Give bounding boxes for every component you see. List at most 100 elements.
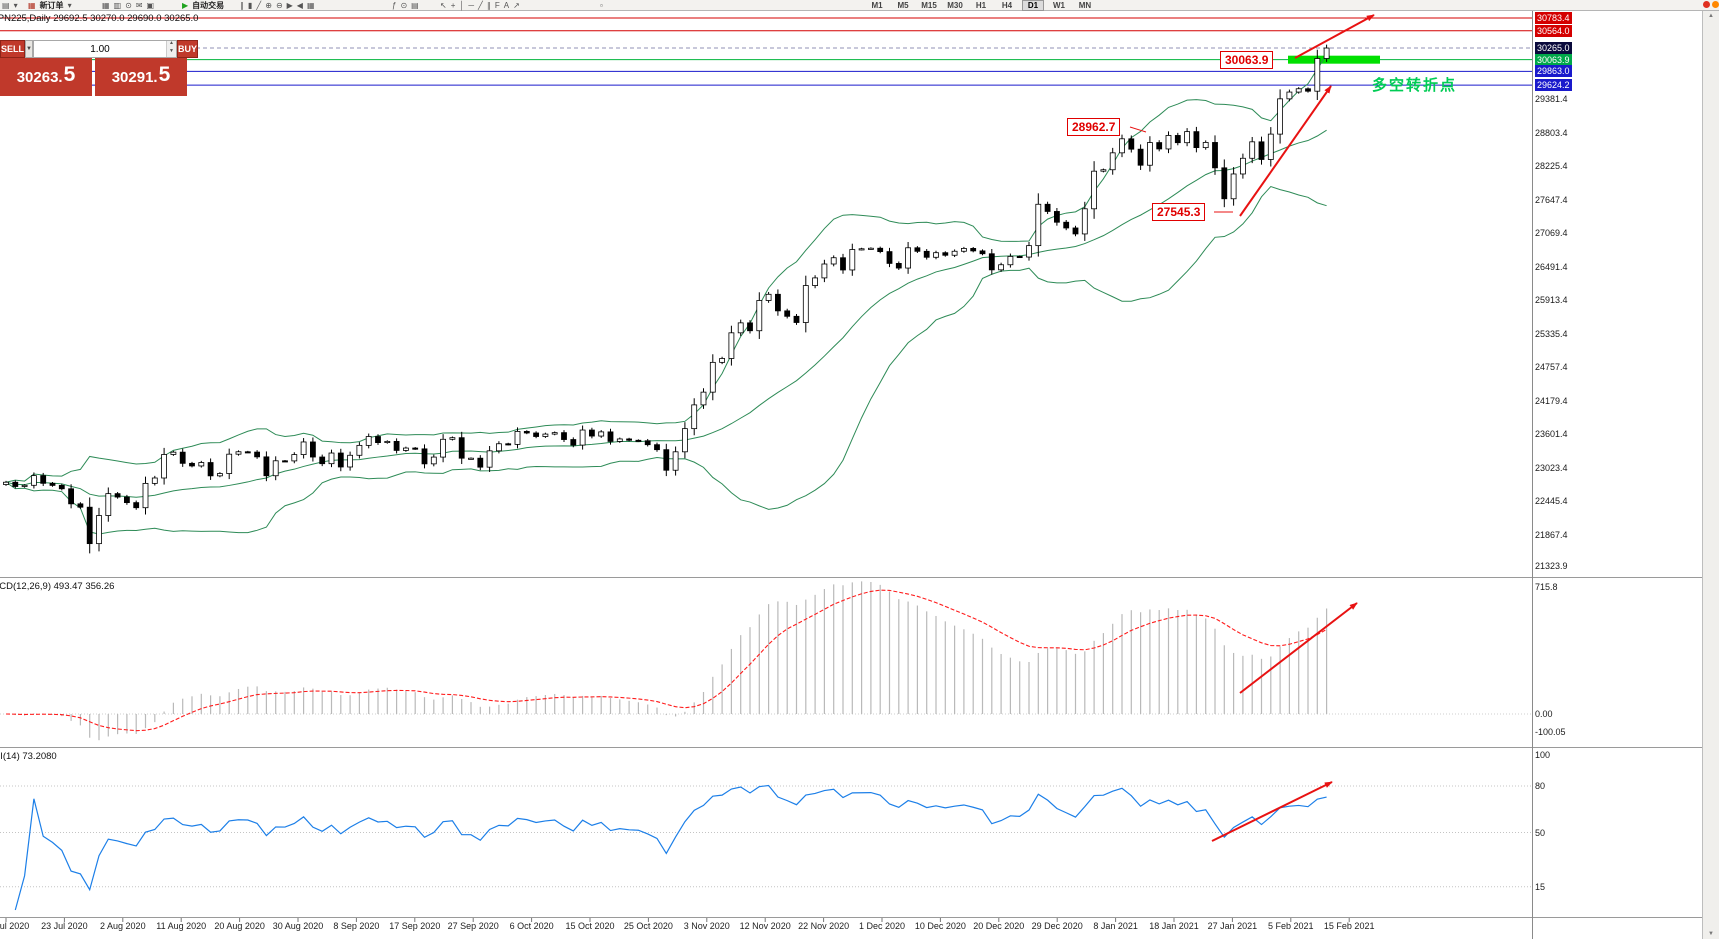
chart-shift-icon[interactable]: ◀ <box>296 0 303 10</box>
date-axis-label: 15 Feb 2021 <box>1323 921 1375 931</box>
rsi-axis-label: 80 <box>1535 781 1546 791</box>
timeframe-h4[interactable]: H4 <box>1001 0 1013 10</box>
rsi-label: RSI(14) 73.2080 <box>0 751 57 762</box>
date-axis-label: 15 Oct 2020 <box>565 921 615 931</box>
new-window-icon[interactable]: ▫ <box>600 0 603 10</box>
bid-price-button[interactable]: 30263. 5 <box>0 58 92 96</box>
crosshair-icon[interactable]: + <box>450 0 456 10</box>
date-axis-label: 27 Sep 2020 <box>447 921 499 931</box>
date-axis-label: 29 Dec 2020 <box>1031 921 1083 931</box>
price-callout-28962[interactable]: 28962.7 <box>1067 118 1121 136</box>
scroll-down-icon[interactable]: ▼ <box>1708 931 1714 937</box>
grid-icon[interactable]: ▦ <box>306 0 315 10</box>
lot-decrease-button[interactable]: ▼ <box>166 49 176 57</box>
main-macd-separator[interactable] <box>0 577 1719 578</box>
sell-button[interactable]: SELL <box>0 40 26 58</box>
window-caret-icon[interactable]: ▾ <box>13 0 18 10</box>
date-axis-label: 16 Jul 2020 <box>0 921 30 931</box>
zoom-out-icon[interactable]: ⊖ <box>275 0 283 10</box>
price-axis-label: 25335.4 <box>1535 328 1568 339</box>
price-axis-label: 24179.4 <box>1535 395 1568 406</box>
timeframe-m30[interactable]: M30 <box>947 0 963 10</box>
charts-grid-icon[interactable]: ▦ <box>102 0 110 10</box>
periods-icon[interactable]: ⊙ <box>400 0 408 10</box>
timeframe-h1[interactable]: H1 <box>975 0 987 10</box>
vertical-line-icon[interactable]: │ <box>459 0 465 10</box>
candlestick-chart-icon[interactable]: ▮ <box>248 0 253 10</box>
timeframe-d1[interactable]: D1 <box>1022 0 1044 11</box>
bid-price-main: 30263. <box>16 68 63 86</box>
price-axis-label: 28803.4 <box>1535 127 1568 138</box>
date-axis-label: 6 Oct 2020 <box>509 921 554 931</box>
main-toolbar: ▤ ▾ ▦ 新订单 ▾ ▦ ▥ ⊙ ✉ ▣ ▶ 自动交易 ∥ ▮ ╱ ⊕ ⊖ ▶ ◀ ▦ ƒ ⊙ ▤ ↖ + │… <box>0 0 1719 11</box>
price-axis-label: 30564.0 <box>1535 24 1572 37</box>
lot-increase-button[interactable]: ▲ <box>166 41 176 49</box>
price-callout-27545[interactable]: 27545.3 <box>1152 203 1206 221</box>
print-icon[interactable]: ▣ <box>146 0 155 10</box>
one-click-dropdown-icon[interactable]: ▼ <box>25 40 33 58</box>
chart-title: JPN225,Daily 29692.5 30270.0 29690.0 302… <box>0 13 199 24</box>
window-dot-icon[interactable] <box>1712 1 1719 8</box>
autotrading-button[interactable]: 自动交易 <box>192 0 225 10</box>
mail-icon[interactable]: ✉ <box>135 0 143 10</box>
alerts-icon[interactable]: ⊙ <box>125 0 132 10</box>
timeframe-mn[interactable]: MN <box>1078 0 1092 10</box>
timeframe-m1[interactable]: M1 <box>871 0 883 10</box>
rsi-axis-label: 50 <box>1535 827 1546 838</box>
macd-axis-label: 0.00 <box>1535 709 1553 719</box>
price-axis-label: 29381.4 <box>1535 94 1568 105</box>
macd-rsi-separator[interactable] <box>0 747 1719 748</box>
lot-size-input[interactable] <box>33 41 166 57</box>
cursor-icon[interactable]: ↖ <box>440 0 447 10</box>
price-axis-border[interactable] <box>1532 11 1533 939</box>
window-dot-icon[interactable] <box>1703 1 1710 8</box>
rsi-axis-label: 15 <box>1535 881 1546 892</box>
profiles-icon[interactable]: ▥ <box>113 0 122 10</box>
ask-price-button[interactable]: 30291. 5 <box>95 58 187 96</box>
timeframe-w1[interactable]: W1 <box>1053 0 1065 10</box>
date-axis-label: 27 Jan 2021 <box>1207 921 1258 931</box>
lot-size-field: ▲ ▼ <box>32 40 177 58</box>
date-axis-label: 11 Aug 2020 <box>156 921 207 931</box>
scroll-up-icon[interactable]: ▲ <box>1708 13 1714 19</box>
indicators-icon[interactable]: ƒ <box>392 0 397 10</box>
timeframe-m15[interactable]: M15 <box>921 0 937 10</box>
buy-button[interactable]: BUY <box>176 40 198 58</box>
price-axis-label: 30265.0 <box>1535 42 1572 55</box>
date-axis-label: 23 Jul 2020 <box>41 921 88 931</box>
chart-window-icon[interactable]: ▤ <box>2 0 10 10</box>
channel-icon[interactable]: ∥ <box>486 0 491 10</box>
macd-axis-label: -100.05 <box>1535 726 1566 737</box>
price-callout-30063[interactable]: 30063.9 <box>1220 51 1274 69</box>
macd-axis-label: 715.8 <box>1535 581 1558 592</box>
templates-icon[interactable]: ▤ <box>411 0 419 10</box>
line-chart-icon[interactable]: ╱ <box>256 0 262 10</box>
date-axis-label: 20 Aug 2020 <box>214 921 265 931</box>
trendline-icon[interactable]: ╱ <box>478 0 483 10</box>
one-click-trading-panel: SELL ▼ ▲ ▼ BUY 30263.5 30291.5 <box>0 40 198 96</box>
date-axis-label: 12 Nov 2020 <box>739 921 791 931</box>
ask-price-main: 30291. <box>111 68 158 86</box>
turning-point-annotation[interactable]: 多空转折点 <box>1372 77 1458 94</box>
autotrading-play-icon: ▶ <box>182 0 189 10</box>
arrows-tool-icon[interactable]: ↗ <box>513 0 520 10</box>
date-axis-label: 18 Jan 2021 <box>1149 921 1199 931</box>
timeframe-m5[interactable]: M5 <box>897 0 909 10</box>
zoom-in-icon[interactable]: ⊕ <box>265 0 272 10</box>
rsi-dateaxis-separator <box>0 917 1719 918</box>
horizontal-line-icon[interactable]: ─ <box>468 0 475 10</box>
right-scroll-strip[interactable]: ▲ ▼ <box>1702 11 1719 939</box>
text-icon[interactable]: A <box>503 0 510 10</box>
new-order-icon: ▦ <box>28 0 36 10</box>
fibonacci-icon[interactable]: F <box>494 0 500 10</box>
price-axis-label: 25913.4 <box>1535 295 1568 306</box>
date-axis-label: 3 Nov 2020 <box>683 921 730 931</box>
new-order-caret-icon[interactable]: ▾ <box>67 0 72 10</box>
price-axis-label: 22445.4 <box>1535 496 1568 507</box>
new-order-button[interactable]: 新订单 <box>39 0 64 10</box>
auto-scroll-icon[interactable]: ▶ <box>286 0 293 10</box>
bar-chart-icon[interactable]: ∥ <box>240 0 244 10</box>
date-axis-label: 20 Dec 2020 <box>973 921 1025 931</box>
